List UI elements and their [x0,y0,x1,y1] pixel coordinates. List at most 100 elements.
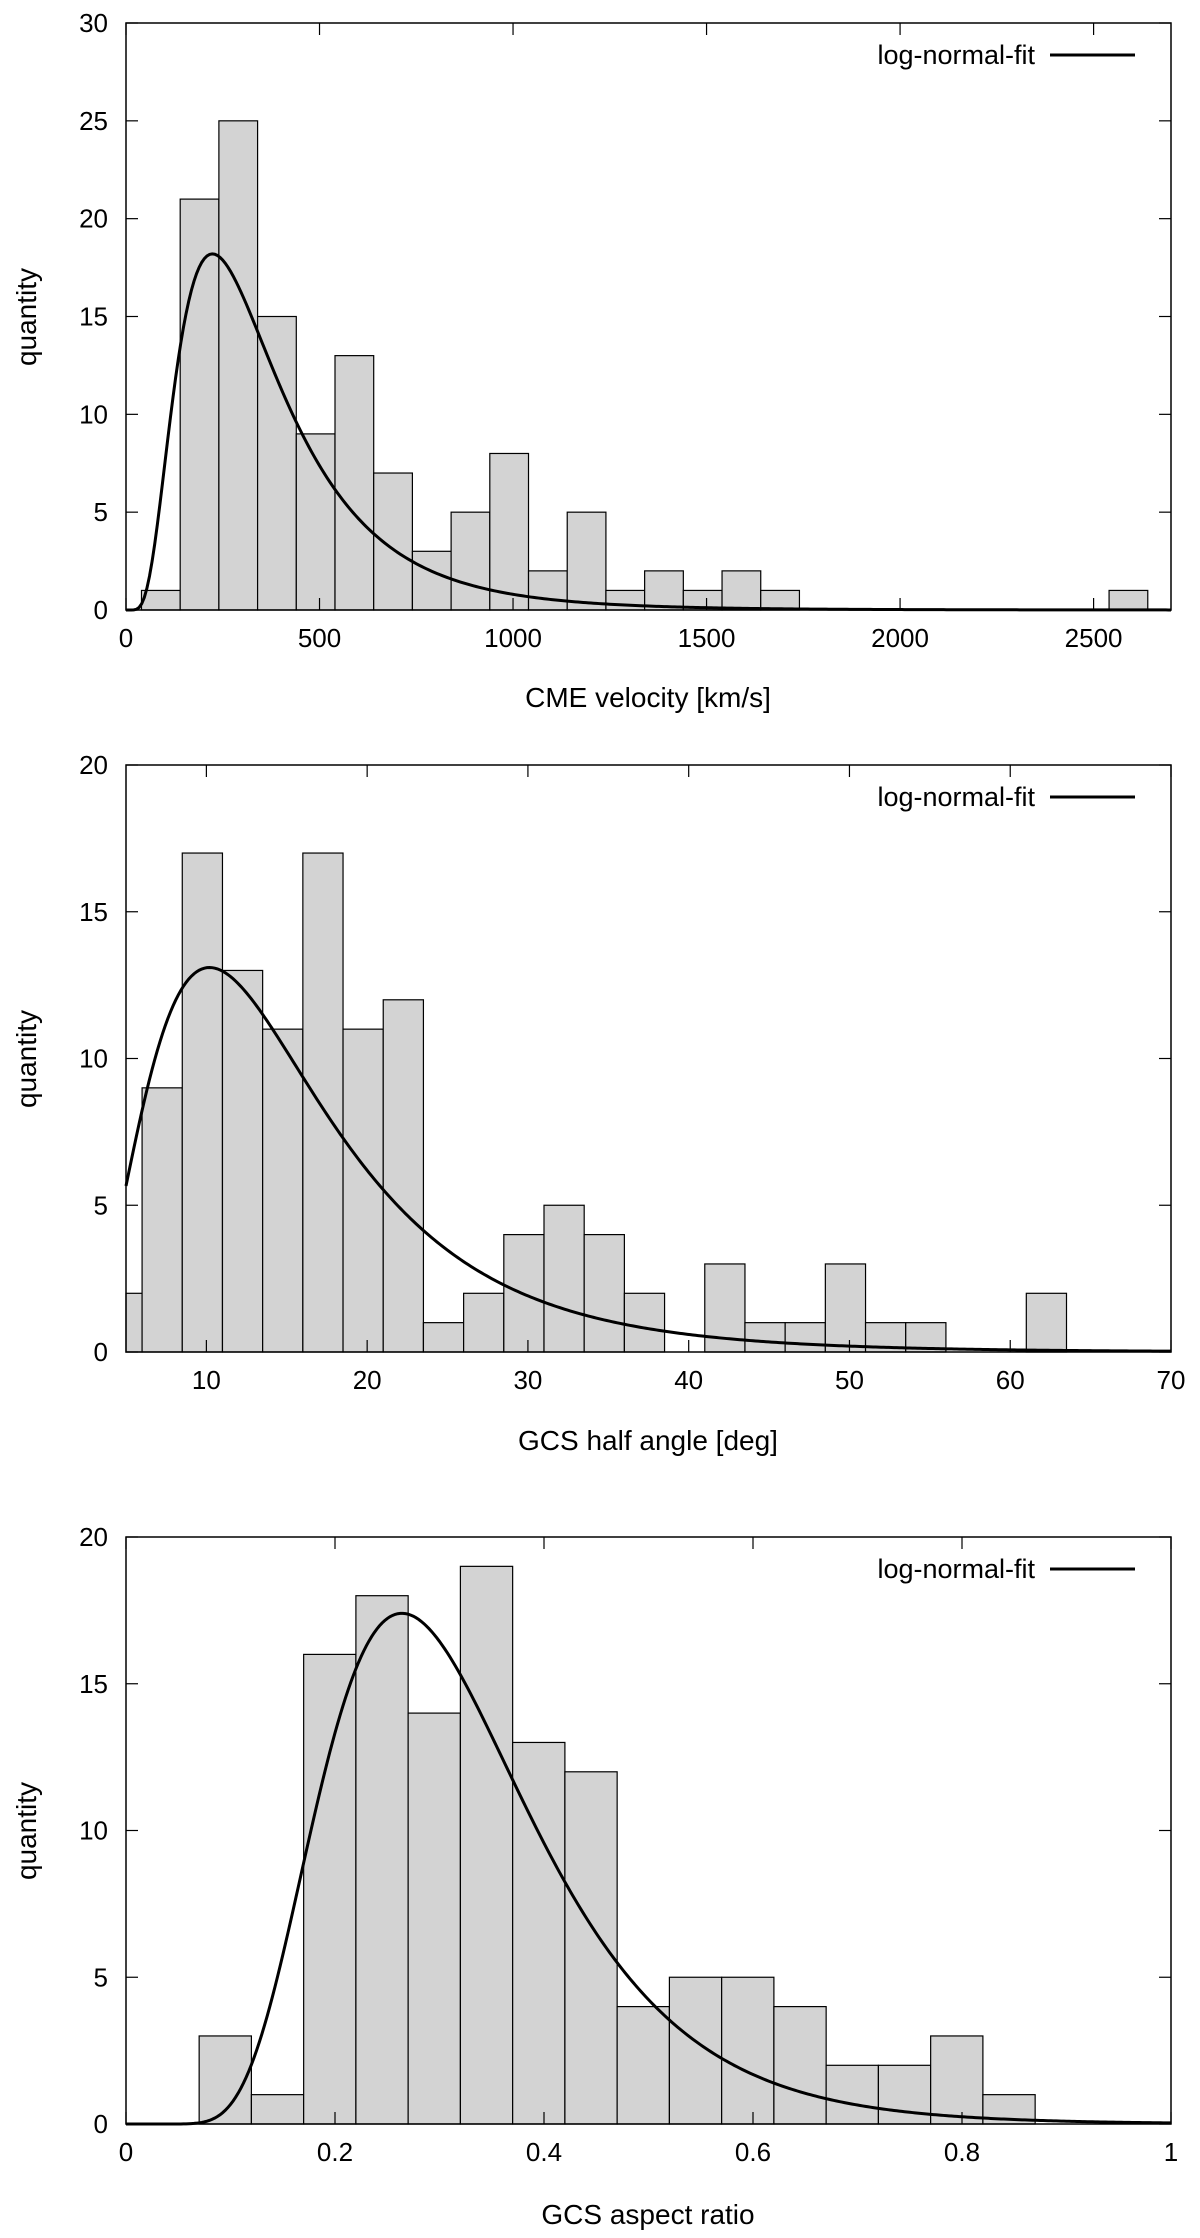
aspect-ratio-bar-1 [250,2094,305,2125]
aspect-ratio-bar-2 [303,1653,357,2125]
half-angle-y-tick-label: 15 [79,897,108,927]
aspect-ratio-y-tick-label: 10 [79,1816,108,1846]
velocity-bar-25 [1108,589,1149,611]
velocity-y-tick-label: 5 [94,497,108,527]
velocity-bar-16 [760,589,801,611]
half-angle-bar-17 [784,1322,826,1353]
aspect-ratio-legend-label: log-normal-fit [877,1554,1035,1584]
velocity-bar-4 [295,433,336,611]
half-angle-bar-11 [543,1204,585,1353]
half-angle-bar-18 [824,1263,867,1353]
half-angle-bar-7 [382,999,425,1353]
velocity-y-tick-label: 0 [94,595,108,625]
half-angle-bar-1 [141,1087,183,1353]
velocity-y-tick-label: 20 [79,204,108,234]
half-angle-bar-5 [302,852,344,1353]
aspect-ratio-bar-9 [668,1976,723,2125]
half-angle-histogram-bars [125,852,1068,1353]
half-angle-histogram-panel: 10 20 30 40 50 60 70 0 5 10 15 20 log-normal-fit GC… [11,750,1185,1456]
velocity-x-tick-label: 500 [298,623,341,653]
half-angle-axis-ticks: 10 20 30 40 50 60 70 0 5 10 15 20 [79,750,1185,1395]
velocity-histogram-panel: 0 500 1000 1500 2000 2500 0 5 10 15 20 25 30 log-nor… [11,8,1172,713]
aspect-ratio-y-axis-title: quantity [11,1782,42,1880]
half-angle-x-tick-label: 10 [192,1365,221,1395]
aspect-ratio-fit-curve [126,1611,1172,2126]
aspect-ratio-bar-7 [564,1771,618,2125]
half-angle-bar-3 [221,969,264,1353]
half-angle-bar-23 [1025,1292,1068,1353]
aspect-ratio-bar-8 [616,2005,671,2125]
aspect-ratio-x-tick-label: 0.4 [526,2137,562,2167]
half-angle-x-tick-label: 40 [674,1365,703,1395]
aspect-ratio-legend: log-normal-fit [877,1554,1135,1584]
half-angle-y-tick-label: 20 [79,750,108,780]
aspect-ratio-bar-5 [459,1565,514,2125]
velocity-legend-label: log-normal-fit [877,40,1035,70]
half-angle-x-tick-label: 20 [353,1365,382,1395]
aspect-ratio-x-tick-label: 0.6 [735,2137,771,2167]
aspect-ratio-x-tick-label: 1 [1164,2137,1178,2167]
velocity-bar-13 [644,570,684,611]
half-angle-fit-curve [124,966,1172,1353]
aspect-ratio-x-tick-label: 0.2 [317,2137,353,2167]
aspect-ratio-bar-13 [877,2064,932,2125]
velocity-x-axis-title: CME velocity [km/s] [525,682,771,713]
aspect-ratio-y-tick-label: 15 [79,1669,108,1699]
velocity-bar-3 [256,315,297,611]
half-angle-bar-9 [463,1292,505,1353]
half-angle-bar-4 [262,1028,304,1353]
half-angle-bar-6 [342,1028,384,1353]
velocity-y-axis-title: quantity [11,268,42,366]
aspect-ratio-y-tick-label: 20 [79,1522,108,1552]
half-angle-x-tick-label: 30 [513,1365,542,1395]
half-angle-x-axis-title: GCS half angle [deg] [518,1425,778,1456]
half-angle-legend: log-normal-fit [877,782,1135,812]
velocity-y-tick-label: 10 [79,399,108,429]
half-angle-bar-0 [125,1292,143,1353]
half-angle-y-tick-label: 5 [94,1190,108,1220]
velocity-histogram-bars [140,120,1149,611]
aspect-ratio-bar-4 [407,1712,461,2125]
velocity-legend: log-normal-fit [877,40,1135,70]
aspect-ratio-bar-12 [825,2064,880,2125]
velocity-bar-8 [450,511,491,611]
velocity-bar-5 [334,355,375,611]
half-angle-bar-2 [181,852,224,1353]
half-angle-y-tick-label: 10 [79,1044,108,1074]
aspect-ratio-bar-14 [930,2035,984,2125]
velocity-x-tick-label: 1500 [678,623,736,653]
aspect-ratio-bar-6 [512,1741,566,2125]
velocity-bar-11 [566,511,607,611]
velocity-bar-15 [721,570,762,611]
aspect-ratio-bar-11 [773,2005,827,2125]
velocity-bar-10 [527,570,568,611]
half-angle-x-tick-label: 70 [1157,1365,1186,1395]
velocity-y-tick-label: 15 [79,302,108,332]
velocity-bar-0 [140,589,181,611]
velocity-bar-7 [411,550,452,611]
half-angle-bar-8 [422,1322,465,1353]
velocity-x-tick-label: 0 [119,623,133,653]
half-angle-x-tick-label: 50 [835,1365,864,1395]
velocity-y-tick-label: 25 [79,106,108,136]
velocity-y-tick-label: 30 [79,8,108,38]
half-angle-x-tick-label: 60 [996,1365,1025,1395]
aspect-ratio-bar-10 [721,1976,775,2125]
velocity-axis-ticks: 0 500 1000 1500 2000 2500 0 5 10 15 20 25 30 [79,8,1171,653]
aspect-ratio-x-tick-label: 0.8 [944,2137,980,2167]
half-angle-y-axis-title: quantity [11,1010,42,1108]
half-angle-bar-12 [583,1233,625,1353]
aspect-ratio-x-axis-title: GCS aspect ratio [541,2199,754,2230]
velocity-bar-9 [489,452,530,611]
velocity-bar-6 [373,472,414,611]
aspect-ratio-y-tick-label: 5 [94,1962,108,1992]
aspect-ratio-y-tick-label: 0 [94,2109,108,2139]
velocity-x-tick-label: 1000 [484,623,542,653]
aspect-ratio-x-tick-label: 0 [119,2137,133,2167]
half-angle-y-tick-label: 0 [94,1337,108,1367]
velocity-x-tick-label: 2000 [871,623,929,653]
aspect-ratio-bar-3 [355,1595,409,2125]
half-angle-bar-16 [744,1322,786,1353]
